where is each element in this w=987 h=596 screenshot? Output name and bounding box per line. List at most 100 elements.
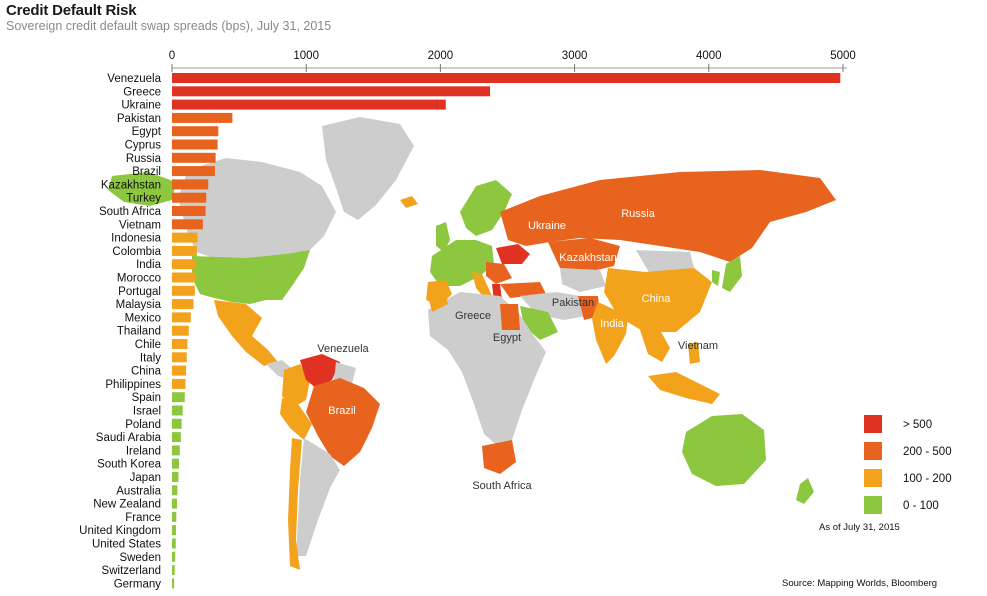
category-label-united-states: United States bbox=[92, 539, 161, 551]
map-region-south-korea bbox=[712, 270, 720, 286]
category-label-japan: Japan bbox=[130, 472, 161, 484]
bar-switzerland bbox=[172, 565, 175, 576]
category-label-italy: Italy bbox=[140, 352, 161, 364]
category-label-australia: Australia bbox=[116, 485, 161, 497]
category-label-poland: Poland bbox=[125, 419, 161, 431]
map-region-peru bbox=[280, 398, 312, 440]
x-tick-label: 5000 bbox=[830, 50, 856, 62]
category-label-ukraine: Ukraine bbox=[121, 100, 161, 112]
bar-pakistan bbox=[172, 112, 233, 123]
category-label-russia: Russia bbox=[126, 153, 162, 165]
bars bbox=[172, 73, 841, 589]
category-label-switzerland: Switzerland bbox=[102, 565, 161, 577]
map-label-kazakhstan: Kazakhstan bbox=[559, 252, 616, 264]
category-label-france: France bbox=[125, 512, 161, 524]
map-label-greece: Greece bbox=[455, 310, 491, 322]
bar-greece bbox=[172, 86, 491, 97]
category-label-thailand: Thailand bbox=[117, 326, 161, 338]
map-region-south-africa bbox=[482, 440, 516, 474]
category-label-kazakhstan: Kazakhstan bbox=[101, 179, 161, 191]
bar-india bbox=[172, 259, 197, 270]
map-region-mongolia bbox=[636, 250, 694, 274]
category-label-chile: Chile bbox=[135, 339, 161, 351]
bar-venezuela bbox=[172, 73, 841, 83]
map-region-china bbox=[604, 268, 712, 332]
bar-egypt bbox=[172, 126, 219, 137]
bar-spain bbox=[172, 392, 185, 403]
legend-label-2: 100 - 200 bbox=[903, 473, 952, 485]
x-tick-label: 0 bbox=[169, 50, 175, 62]
map-region-eastern-europe bbox=[486, 262, 512, 284]
map-region-japan bbox=[722, 256, 742, 292]
source-note: Source: Mapping Worlds, Bloomberg bbox=[782, 578, 938, 589]
category-label-new-zealand: New Zealand bbox=[93, 499, 161, 511]
category-label-mexico: Mexico bbox=[125, 312, 161, 324]
x-tick-label: 4000 bbox=[696, 50, 722, 62]
map-label-india: India bbox=[600, 318, 625, 330]
bar-portugal bbox=[172, 285, 195, 296]
bar-france bbox=[172, 511, 177, 522]
map-label-pakistan: Pakistan bbox=[552, 297, 594, 309]
bar-kazakhstan bbox=[172, 179, 209, 190]
map-region-greenland bbox=[322, 117, 414, 220]
bar-thailand bbox=[172, 325, 189, 336]
category-label-china: China bbox=[131, 366, 162, 378]
as-of-note: As of July 31, 2015 bbox=[819, 522, 900, 533]
category-label-philippines: Philippines bbox=[105, 379, 161, 391]
category-label-india: India bbox=[136, 259, 162, 271]
bar-vietnam bbox=[172, 219, 203, 230]
category-label-greece: Greece bbox=[123, 86, 161, 98]
category-label-venezuela: Venezuela bbox=[107, 73, 161, 85]
map-region-africa bbox=[428, 292, 546, 448]
map-region-turkey bbox=[500, 282, 546, 298]
bar-cyprus bbox=[172, 139, 218, 150]
bar-south-korea bbox=[172, 458, 179, 469]
x-tick-label: 2000 bbox=[428, 50, 454, 62]
legend-swatch-0 bbox=[864, 415, 882, 433]
map-label-vietnam: Vietnam bbox=[678, 340, 718, 352]
bar-philippines bbox=[172, 378, 186, 389]
category-label-south-korea: South Korea bbox=[97, 459, 162, 471]
bar-poland bbox=[172, 418, 182, 429]
bar-south-africa bbox=[172, 206, 206, 216]
legend-swatch-3 bbox=[864, 496, 882, 514]
category-label-colombia: Colombia bbox=[112, 246, 161, 258]
bar-malaysia bbox=[172, 299, 194, 310]
map-region-saudi-arabia bbox=[520, 306, 558, 340]
bar-turkey bbox=[172, 192, 207, 203]
chart-subtitle: Sovereign credit default swap spreads (b… bbox=[6, 19, 332, 33]
category-label-indonesia: Indonesia bbox=[111, 233, 161, 245]
bar-morocco bbox=[172, 272, 196, 283]
map-label-south-africa: South Africa bbox=[472, 480, 532, 492]
map-region-italy bbox=[472, 272, 492, 300]
category-label-morocco: Morocco bbox=[117, 273, 161, 285]
map-label-ukraine: Ukraine bbox=[528, 220, 566, 232]
chart-title: Credit Default Risk bbox=[6, 2, 137, 19]
bar-chile bbox=[172, 339, 188, 349]
map-region-india bbox=[592, 302, 628, 364]
map-label-brazil: Brazil bbox=[328, 405, 356, 417]
map-region-ukraine bbox=[496, 244, 530, 264]
map-label-russia: Russia bbox=[621, 208, 656, 220]
category-label-cyprus: Cyprus bbox=[125, 140, 162, 152]
bar-brazil bbox=[172, 166, 215, 177]
map-region-philippines bbox=[688, 342, 700, 364]
map-region-new-zealand bbox=[796, 478, 814, 504]
category-label-saudi-arabia: Saudi Arabia bbox=[96, 432, 162, 444]
bar-mexico bbox=[172, 312, 191, 323]
bar-china bbox=[172, 365, 187, 376]
bar-israel bbox=[172, 405, 183, 416]
x-axis: 0 1000 2000 3000 4000 5000 bbox=[169, 50, 856, 72]
legend-label-3: 0 - 100 bbox=[903, 500, 939, 512]
bar-japan bbox=[172, 472, 179, 482]
map-region-iceland bbox=[400, 196, 418, 208]
map-region-southern-cone bbox=[296, 438, 340, 556]
legend-label-1: 200 - 500 bbox=[903, 446, 952, 458]
map-region-central-asia bbox=[560, 268, 606, 292]
category-label-germany: Germany bbox=[114, 578, 162, 590]
map-region-united-states bbox=[192, 250, 310, 304]
map-region-mexico bbox=[214, 300, 278, 366]
category-label-egypt: Egypt bbox=[132, 126, 162, 138]
legend-label-0: > 500 bbox=[903, 419, 932, 431]
